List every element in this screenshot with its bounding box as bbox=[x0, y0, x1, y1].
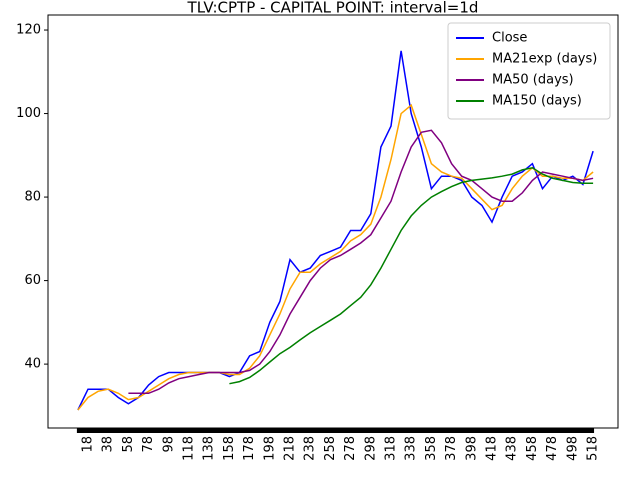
x-tick-label: 278 bbox=[343, 436, 358, 461]
y-tick-label: 40 bbox=[24, 357, 41, 372]
series-line bbox=[128, 129, 594, 395]
x-tick-label: 298 bbox=[363, 436, 378, 461]
series-line bbox=[229, 167, 594, 385]
x-tick-label: 518 bbox=[586, 436, 601, 461]
x-tick-label: 18 bbox=[81, 436, 96, 453]
x-tick-label: 58 bbox=[121, 436, 136, 453]
x-tick-label: 198 bbox=[262, 436, 277, 461]
x-tick-label: 38 bbox=[101, 436, 116, 453]
series-line bbox=[77, 103, 594, 411]
x-tick-label: 178 bbox=[242, 436, 257, 461]
y-tick-label: 80 bbox=[24, 190, 41, 205]
y-tick-label: 100 bbox=[16, 106, 41, 121]
y-tick-label: 120 bbox=[16, 23, 41, 38]
x-tick-label: 418 bbox=[485, 436, 500, 461]
x-tick-label: 498 bbox=[565, 436, 580, 461]
legend-label: MA21exp (days) bbox=[492, 52, 597, 67]
x-tick-label: 378 bbox=[444, 436, 459, 461]
x-tick-label: 458 bbox=[525, 436, 540, 461]
x-tick-label: 118 bbox=[182, 436, 197, 461]
x-tick-label: 338 bbox=[404, 436, 419, 461]
legend-label: MA50 (days) bbox=[492, 73, 574, 88]
x-tick-label: 78 bbox=[141, 436, 156, 453]
x-tick-label: 138 bbox=[202, 436, 217, 461]
tick-band bbox=[76, 428, 595, 433]
legend-label: Close bbox=[492, 31, 527, 46]
x-tick-label: 258 bbox=[323, 436, 338, 461]
legend-label: MA150 (days) bbox=[492, 94, 582, 109]
x-tick-label: 238 bbox=[303, 436, 318, 461]
x-tick-label: 398 bbox=[464, 436, 479, 461]
series-line bbox=[77, 50, 594, 411]
x-tick-label: 438 bbox=[505, 436, 520, 461]
chart-title: TLV:CPTP - CAPITAL POINT: interval=1d bbox=[187, 0, 479, 17]
y-tick-label: 60 bbox=[24, 273, 41, 288]
x-tick-label: 218 bbox=[283, 436, 298, 461]
x-tick-label: 478 bbox=[545, 436, 560, 461]
x-tick-label: 318 bbox=[384, 436, 399, 461]
x-tick-label: 98 bbox=[161, 436, 176, 453]
x-tick-label: 158 bbox=[222, 436, 237, 461]
x-tick-label: 358 bbox=[424, 436, 439, 461]
legend-box bbox=[447, 22, 611, 120]
